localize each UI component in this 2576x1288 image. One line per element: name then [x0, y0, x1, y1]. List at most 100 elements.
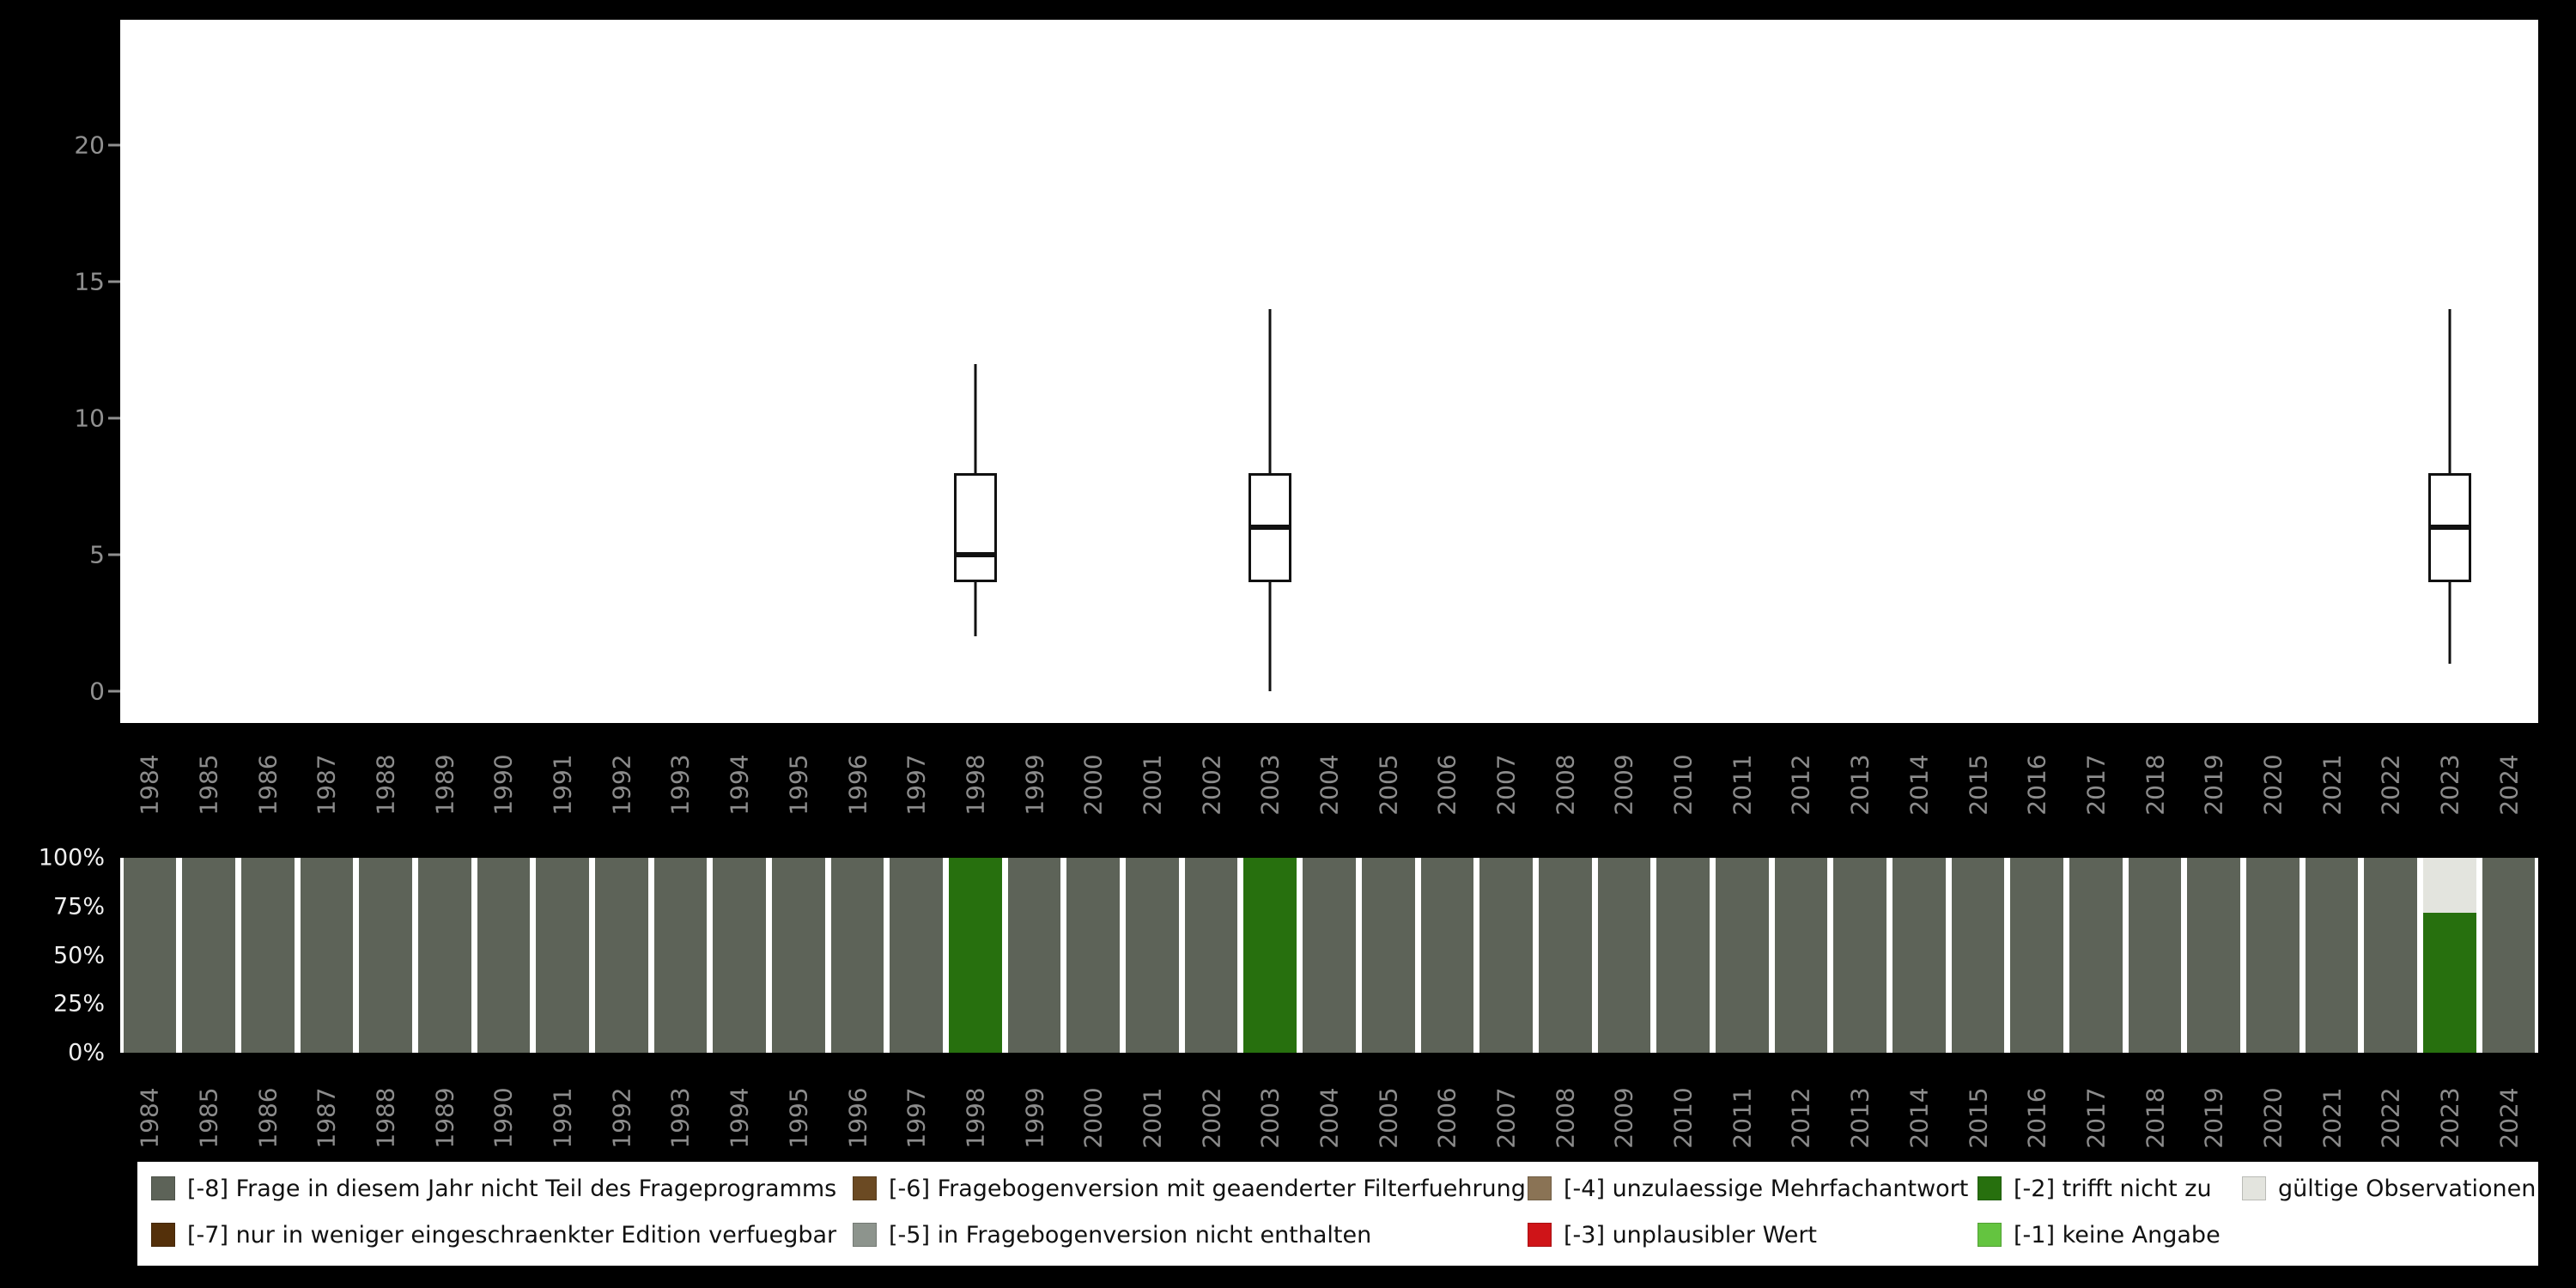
year-label: 1985	[194, 1087, 223, 1149]
year-label: 1997	[902, 1087, 931, 1149]
year-stacked-bar	[2305, 858, 2359, 1053]
bar-segment	[1184, 858, 1238, 1053]
year-label: 2004	[1315, 1087, 1344, 1149]
year-label: 2006	[1432, 1087, 1461, 1149]
bar-segment	[1361, 858, 1415, 1053]
bar-segment	[772, 858, 825, 1053]
year-stacked-bar	[1361, 858, 1415, 1053]
year-label: 1993	[665, 1087, 695, 1149]
y-tick-label: 10	[74, 404, 105, 433]
year-stacked-bar	[1066, 858, 1121, 1053]
year-label: 1992	[607, 754, 636, 816]
bar-segment	[536, 858, 589, 1053]
year-stacked-bar	[1243, 858, 1297, 1053]
year-label: 2005	[1374, 754, 1403, 816]
year-label: 2016	[2022, 1087, 2051, 1149]
year-label: 1995	[784, 1087, 813, 1149]
year-stacked-bar	[1007, 858, 1061, 1053]
year-stacked-bar	[2187, 858, 2241, 1053]
year-label: 1987	[312, 1087, 341, 1149]
year-label: 1999	[1020, 754, 1049, 816]
legend-item-label: [-1] keine Angabe	[2014, 1221, 2221, 1249]
year-label: 2014	[1905, 754, 1934, 816]
year-label: 2003	[1255, 754, 1285, 816]
legend-item: [-6] Fragebogenversion mit geaenderter F…	[853, 1176, 1528, 1201]
year-label: 2015	[1964, 1087, 1992, 1149]
year-label: 1993	[665, 754, 695, 816]
year-stacked-bar	[2246, 858, 2300, 1053]
year-label: 2008	[1551, 754, 1580, 816]
year-label: 2014	[1905, 1087, 1934, 1149]
year-label: 2015	[1964, 754, 1992, 816]
legend-item: [-4] unzulaessige Mehrfachantwort	[1528, 1176, 1978, 1201]
legend-swatch	[1528, 1176, 1552, 1200]
year-label: 2018	[2141, 754, 2170, 816]
legend-item: [-1] keine Angabe	[1978, 1222, 2242, 1248]
year-label: 2013	[1845, 754, 1874, 816]
year-label: 1984	[135, 754, 164, 816]
year-stacked-bar	[536, 858, 589, 1053]
legend-item: gültige Observationen	[2242, 1176, 2536, 1201]
year-label: 1994	[725, 1087, 754, 1149]
legend-item-label: [-4] unzulaessige Mehrfachantwort	[1564, 1175, 1969, 1202]
year-label: 2020	[2258, 754, 2287, 816]
legend-swatch	[151, 1223, 175, 1247]
y-tick-mark	[108, 280, 120, 283]
bar-segment	[417, 858, 471, 1053]
year-label: 2001	[1138, 754, 1167, 816]
year-label: 1992	[607, 1087, 636, 1149]
year-label: 2011	[1728, 1087, 1757, 1149]
bar-segment	[1303, 858, 1356, 1053]
year-label: 1996	[843, 754, 872, 816]
y-tick-mark	[108, 690, 120, 693]
bar-segment	[2069, 858, 2123, 1053]
year-label: 2003	[1255, 1087, 1285, 1149]
stacked-bar-panel	[120, 858, 2538, 1053]
bar-segment	[830, 858, 884, 1053]
y-tick-mark	[108, 143, 120, 147]
year-label: 2023	[2435, 754, 2464, 816]
y-tick-label: 20	[74, 131, 105, 160]
year-stacked-bar	[890, 858, 944, 1053]
year-label: 2007	[1492, 754, 1521, 816]
year-label: 2022	[2376, 754, 2405, 816]
year-stacked-bar	[359, 858, 412, 1053]
year-label: 2024	[2494, 754, 2524, 816]
legend-item-label: [-5] in Fragebogenversion nicht enthalte…	[889, 1221, 1372, 1249]
bar-segment	[1479, 858, 1533, 1053]
year-label: 1996	[843, 1087, 872, 1149]
bar-segment	[2482, 858, 2536, 1053]
bar-segment	[1066, 858, 1121, 1053]
bar-segment	[182, 858, 235, 1053]
bar-segment	[1538, 858, 1592, 1053]
year-label: 2012	[1786, 754, 1815, 816]
year-stacked-bar	[830, 858, 884, 1053]
year-label: 2010	[1668, 754, 1698, 816]
year-stacked-bar	[182, 858, 235, 1053]
year-stacked-bar	[1833, 858, 1886, 1053]
bar-segment	[2246, 858, 2300, 1053]
bar-segment	[1833, 858, 1886, 1053]
year-label: 1991	[548, 1087, 577, 1149]
bar-x-axis: 1984 1985 1986 1987 1988 1989 1990 1991 1992 1993…	[120, 1067, 2538, 1169]
year-label: 1991	[548, 754, 577, 816]
percent-tick-label: 0%	[68, 1039, 105, 1066]
bar-segment	[2187, 858, 2241, 1053]
legend-item-label: [-7] nur in weniger eingeschraenkter Edi…	[187, 1221, 837, 1249]
year-label: 2022	[2376, 1087, 2405, 1149]
year-label: 2016	[2022, 754, 2051, 816]
legend-item: [-8] Frage in diesem Jahr nicht Teil des…	[151, 1176, 853, 1201]
year-label: 2024	[2494, 1087, 2524, 1149]
boxplot-panel	[120, 20, 2538, 723]
boxplot-median	[1249, 525, 1292, 531]
year-label: 2002	[1197, 754, 1226, 816]
year-stacked-bar	[1538, 858, 1592, 1053]
year-label: 2005	[1374, 1087, 1403, 1149]
year-label: 1988	[371, 754, 400, 816]
bar-segment	[359, 858, 412, 1053]
bar-segment	[2128, 858, 2182, 1053]
year-label: 2001	[1138, 1087, 1167, 1149]
year-label: 1998	[961, 754, 990, 816]
year-label: 2004	[1315, 754, 1344, 816]
legend-item: [-3] unplausibler Wert	[1528, 1222, 1978, 1248]
